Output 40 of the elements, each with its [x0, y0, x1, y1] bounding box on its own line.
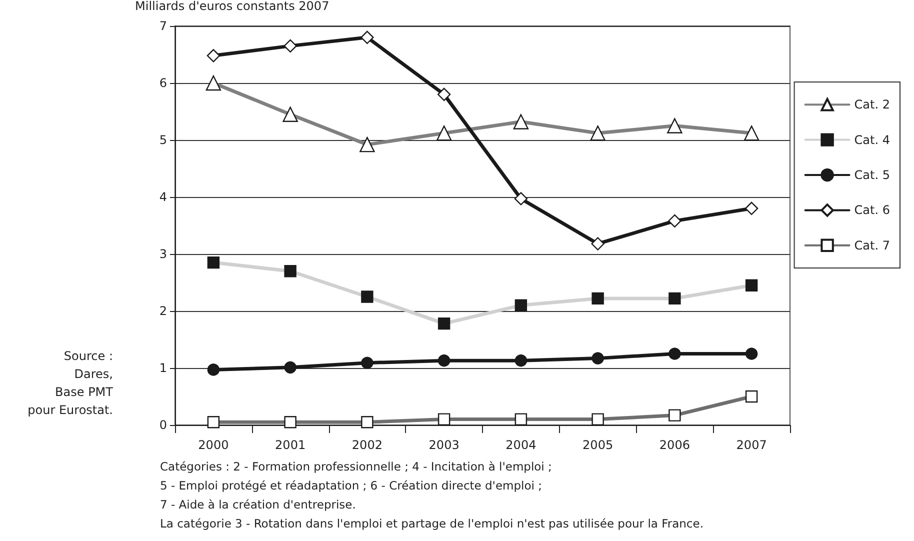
- y-tick-label: 1: [159, 361, 167, 375]
- point: [591, 237, 604, 250]
- point: [592, 352, 604, 364]
- legend-label: Cat. 4: [854, 132, 890, 147]
- legend-label: Cat. 2: [854, 98, 890, 112]
- point: [361, 356, 374, 369]
- x-tick-label: 2003: [428, 438, 460, 452]
- point: [744, 202, 758, 215]
- point: [207, 364, 220, 376]
- text: Catégories : 2 - Formation professionnelle ; 4 - Incitation à l'emploi ; 5 - Emploi protégé et réadaptation ; 6 - Création directe d'emploi ; 7 - Aide à la création d'entreprise. La catégorie 3 - Rotation dans l'emploi et partage de l'emploi n'est pas utilisée pour la France.: [160, 460, 704, 530]
- point: [668, 214, 682, 228]
- x-tick-label: 2006: [659, 438, 690, 452]
- legend-label: Cat. 6: [854, 203, 890, 218]
- y-tick-label: 3: [159, 247, 167, 261]
- point: [437, 88, 451, 101]
- legend-label: Cat. 7: [854, 238, 890, 252]
- x-tick-label: 2001: [275, 438, 306, 452]
- point: [206, 49, 220, 62]
- x-tick-label: 2004: [506, 438, 536, 452]
- point: [514, 192, 528, 206]
- point: [284, 361, 296, 374]
- point: [745, 348, 758, 360]
- point: [360, 30, 374, 44]
- y-tick-label: 6: [159, 76, 167, 90]
- y-tick-label: 0: [159, 418, 167, 432]
- point: [284, 39, 297, 53]
- y-tick-label: 5: [159, 133, 167, 147]
- point: [514, 354, 528, 367]
- y-axis-title: Milliards d'euros constants 2007: [135, 0, 330, 13]
- point: [438, 354, 450, 367]
- x-tick-label: 2000: [198, 438, 229, 452]
- source-note: Source : Dares, Base PMT pour Eurostat.: [28, 349, 114, 417]
- legend-label: Cat. 5: [854, 168, 890, 182]
- x-tick-label: 2002: [352, 438, 382, 452]
- y-tick-label: 4: [159, 190, 167, 204]
- y-tick-label: 7: [159, 19, 167, 33]
- y-tick-label: 2: [159, 304, 167, 318]
- x-tick-label: 2005: [582, 438, 614, 452]
- x-tick-label: 2007: [736, 438, 767, 452]
- point: [668, 348, 681, 360]
